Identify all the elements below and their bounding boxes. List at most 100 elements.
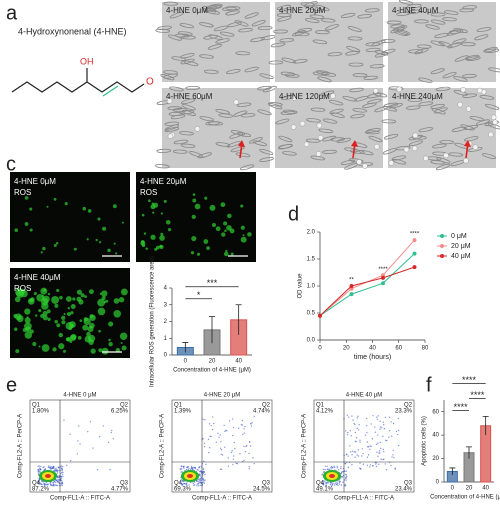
- cell: [483, 46, 498, 53]
- event: [197, 480, 199, 483]
- ros-signal: [58, 332, 63, 338]
- cell: [234, 20, 249, 27]
- cell: [443, 10, 459, 15]
- ros-signal: [227, 213, 232, 219]
- ros-signal: [52, 347, 57, 352]
- y-tick-label: 2: [164, 319, 168, 325]
- ros-signal: [247, 232, 252, 237]
- significance-label: **: [349, 278, 354, 284]
- event: [50, 468, 52, 471]
- event: [60, 475, 62, 478]
- ros-signal: [115, 347, 121, 353]
- event: [112, 437, 115, 440]
- cell: [155, 164, 170, 169]
- ros-signal: [196, 252, 201, 256]
- event: [203, 482, 205, 484]
- event: [58, 469, 60, 472]
- arrow-head: [351, 140, 358, 147]
- cell: [292, 58, 308, 64]
- ros-signal: [163, 199, 167, 203]
- detached-cell: [362, 163, 368, 169]
- event: [55, 484, 57, 486]
- ros-signal: [38, 345, 41, 348]
- ros-signal: [97, 298, 106, 307]
- event: [182, 480, 184, 482]
- event: [210, 435, 212, 438]
- cell: [425, 24, 440, 30]
- cell: [430, 19, 446, 25]
- error-bar: [209, 316, 215, 344]
- density-core: [187, 474, 193, 478]
- event: [181, 484, 184, 486]
- cell: [488, 67, 500, 73]
- event: [322, 471, 325, 474]
- event: [383, 450, 385, 453]
- ros-signal: [192, 198, 197, 203]
- event: [56, 469, 58, 471]
- cell: [230, 130, 246, 136]
- cell: [388, 103, 403, 109]
- event: [329, 483, 332, 486]
- event: [333, 484, 336, 486]
- event: [377, 455, 379, 458]
- event: [61, 470, 63, 472]
- detached-cell: [460, 86, 466, 93]
- significance-label: *: [197, 290, 201, 300]
- event: [56, 484, 59, 487]
- ros-signal: [112, 204, 117, 209]
- event: [249, 445, 252, 447]
- event: [208, 423, 211, 425]
- event: [241, 424, 244, 426]
- ros-signal: [90, 348, 96, 354]
- cell: [340, 12, 356, 19]
- event: [347, 431, 349, 434]
- detached-cell: [194, 126, 201, 132]
- event: [362, 452, 364, 455]
- quadrant-percent: 49.1%: [316, 487, 334, 493]
- cell: [180, 143, 196, 148]
- event: [56, 472, 59, 474]
- event: [49, 482, 51, 485]
- event: [204, 474, 206, 476]
- event: [232, 434, 234, 437]
- ros-signal: [54, 319, 58, 324]
- event: [182, 465, 184, 468]
- quadrant-percent: 4.74%: [253, 409, 271, 415]
- event: [347, 455, 349, 457]
- detached-cell: [463, 157, 469, 164]
- quadrant-name: Q1: [32, 403, 41, 409]
- cell: [446, 29, 462, 36]
- event: [321, 473, 324, 475]
- event: [379, 420, 381, 423]
- event: [245, 445, 247, 448]
- event: [369, 466, 371, 468]
- ros-signal: [115, 252, 118, 255]
- ros-signal: [88, 289, 94, 295]
- ros-signal: [46, 205, 49, 208]
- event: [218, 436, 220, 439]
- event: [354, 431, 357, 434]
- event: [230, 451, 233, 454]
- event: [338, 481, 341, 483]
- cell: [430, 68, 445, 75]
- event: [192, 482, 195, 485]
- event: [77, 440, 79, 442]
- image-label: 4-HNE 0μM: [166, 6, 208, 15]
- event: [39, 471, 41, 473]
- event: [371, 438, 374, 440]
- event: [346, 434, 349, 436]
- ros-signal: [118, 296, 125, 303]
- cell: [327, 52, 343, 57]
- quadrant-percent: 23.4%: [395, 487, 413, 493]
- event: [205, 463, 207, 466]
- ros-signal: [69, 334, 77, 341]
- ros-signal: [29, 228, 33, 232]
- point: [349, 284, 354, 288]
- event: [350, 435, 353, 437]
- event: [358, 467, 361, 469]
- event: [179, 468, 182, 471]
- event: [393, 456, 395, 459]
- event: [378, 463, 380, 466]
- cell: [259, 157, 274, 162]
- event: [347, 466, 350, 469]
